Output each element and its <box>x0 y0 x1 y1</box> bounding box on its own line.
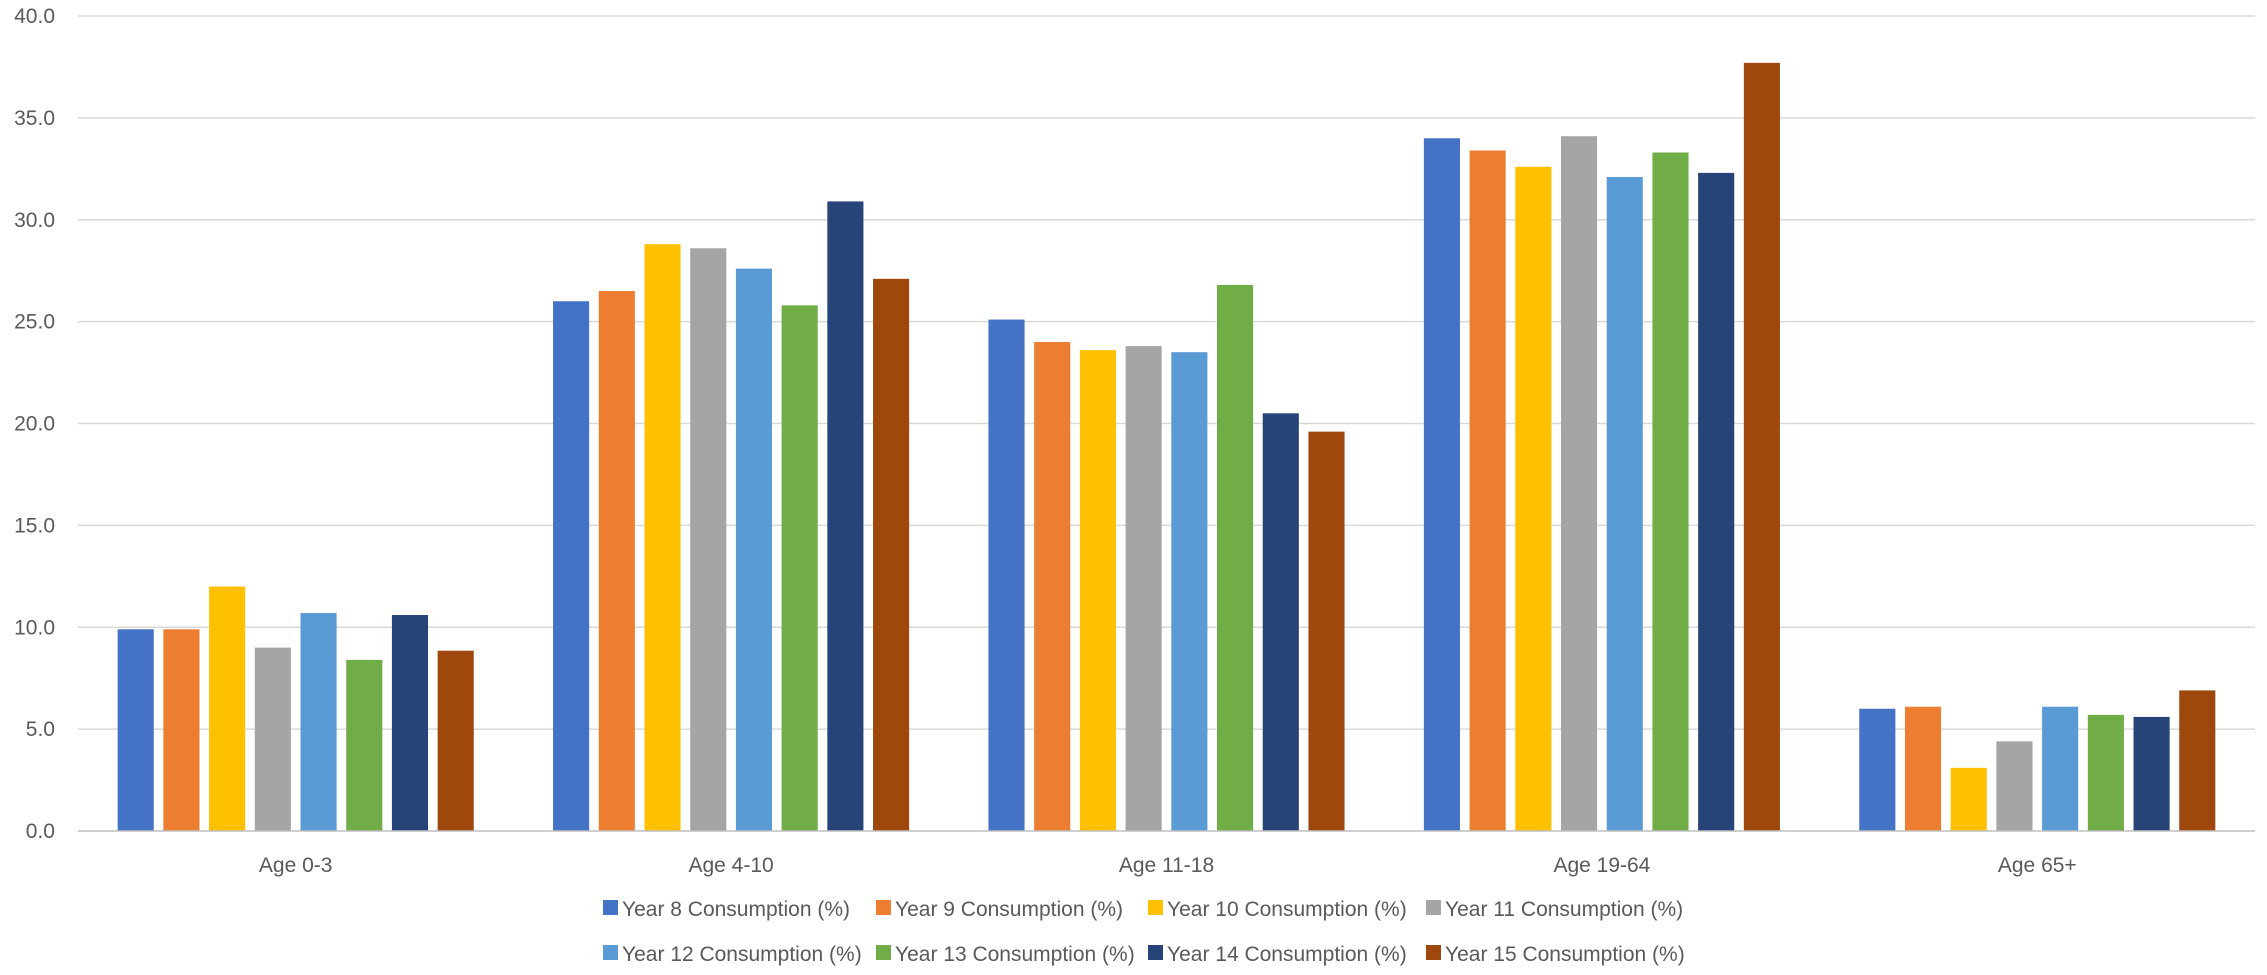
bar-2-4 <box>1469 150 1506 832</box>
bar-7-4 <box>1698 172 1735 831</box>
bar-8-2 <box>873 278 910 831</box>
legend-item: Year 14 Consumption (%) <box>1148 943 1407 966</box>
bar-8-1 <box>437 650 474 831</box>
legend-label: Year 13 Consumption (%) <box>895 943 1135 966</box>
bar-5-5 <box>2042 706 2079 831</box>
bar-7-2 <box>827 201 864 832</box>
category-labels: Age 0-3 Age 4-10 Age 11-18 Age 19-64 Age 65+ <box>259 854 2077 877</box>
y-axis-tick-labels: 0.0 5.0 10.0 15.0 20.0 25.0 30.0 35.0 40.0 <box>14 5 55 843</box>
bar-4-1 <box>254 647 291 831</box>
legend-swatch <box>876 900 891 915</box>
legend-swatch <box>603 945 618 960</box>
bar-3-4 <box>1515 166 1552 831</box>
legend-label: Year 15 Consumption (%) <box>1445 943 1685 966</box>
x-category-label: Age 0-3 <box>259 854 333 877</box>
legend-item: Year 11 Consumption (%) <box>1426 898 1683 921</box>
legend-swatch <box>876 945 891 960</box>
bar-4-5 <box>1996 741 2033 831</box>
bar-6-2 <box>781 305 818 831</box>
bar-4-4 <box>1560 136 1598 831</box>
bar-5-1 <box>300 612 337 831</box>
bar-6-4 <box>1652 152 1689 831</box>
bar-4-2 <box>690 248 727 831</box>
legend-swatch <box>1426 900 1441 915</box>
legend-item: Year 8 Consumption (%) <box>603 898 850 921</box>
bar-7-3 <box>1262 413 1299 831</box>
legend-item: Year 9 Consumption (%) <box>876 898 1123 921</box>
legend-item: Year 13 Consumption (%) <box>876 943 1135 966</box>
bar-4-3 <box>1125 346 1162 831</box>
legend-item: Year 12 Consumption (%) <box>603 943 862 966</box>
legend-label: Year 9 Consumption (%) <box>895 898 1123 921</box>
x-category-label: Age 4-10 <box>688 854 773 877</box>
legend-label: Year 10 Consumption (%) <box>1167 898 1407 921</box>
y-tick-label: 5.0 <box>26 718 55 741</box>
y-tick-label: 35.0 <box>14 107 55 130</box>
bar-3-5 <box>1950 767 1987 831</box>
legend: Year 8 Consumption (%) Year 9 Consumption… <box>603 898 1685 966</box>
bar-2-3 <box>1034 342 1071 831</box>
bar-8-4 <box>1743 62 1780 832</box>
legend-label: Year 12 Consumption (%) <box>622 943 862 966</box>
bar-2-5 <box>1904 706 1942 831</box>
bar-3-1 <box>209 586 246 831</box>
bar-7-1 <box>391 615 429 831</box>
bar-1-2 <box>553 301 590 831</box>
bar-1-4 <box>1423 138 1460 831</box>
legend-swatch <box>603 900 618 915</box>
y-tick-label: 40.0 <box>14 5 55 28</box>
legend-item: Year 15 Consumption (%) <box>1426 943 1685 966</box>
y-tick-label: 0.0 <box>26 820 55 843</box>
legend-label: Year 14 Consumption (%) <box>1167 943 1407 966</box>
bar-6-5 <box>2087 714 2124 831</box>
bar-2-2 <box>598 291 635 831</box>
y-tick-label: 10.0 <box>14 616 55 639</box>
bar-3-3 <box>1079 350 1116 831</box>
bar-1-1 <box>117 629 154 831</box>
legend-label: Year 11 Consumption (%) <box>1445 898 1683 921</box>
bar-1-5 <box>1859 708 1896 831</box>
legend-swatch <box>1426 945 1441 960</box>
bar-5-2 <box>735 268 773 831</box>
bar-8-3 <box>1308 431 1345 831</box>
x-category-label: Age 65+ <box>1998 854 2077 877</box>
bar-2-1 <box>163 629 200 831</box>
bar-3-2 <box>644 244 681 831</box>
x-category-label: Age 19-64 <box>1553 854 1650 877</box>
bar-5-3 <box>1171 352 1208 831</box>
x-category-label: Age 11-18 <box>1119 854 1214 877</box>
legend-swatch <box>1148 945 1163 960</box>
bar-1-3 <box>988 319 1025 831</box>
y-tick-label: 20.0 <box>14 413 55 436</box>
legend-swatch <box>1148 900 1163 915</box>
y-tick-label: 25.0 <box>14 311 55 334</box>
bar-5-4 <box>1606 176 1643 831</box>
bar-6-3 <box>1217 284 1254 831</box>
bar-7-5 <box>2133 716 2170 831</box>
legend-label: Year 8 Consumption (%) <box>622 898 850 921</box>
gridlines <box>78 15 2255 730</box>
y-tick-label: 15.0 <box>14 514 55 537</box>
bar-6-1 <box>346 659 383 831</box>
legend-item: Year 10 Consumption (%) <box>1148 898 1407 921</box>
bar-8-5 <box>2179 690 2216 831</box>
bars <box>117 62 2216 832</box>
y-tick-label: 30.0 <box>14 209 55 232</box>
